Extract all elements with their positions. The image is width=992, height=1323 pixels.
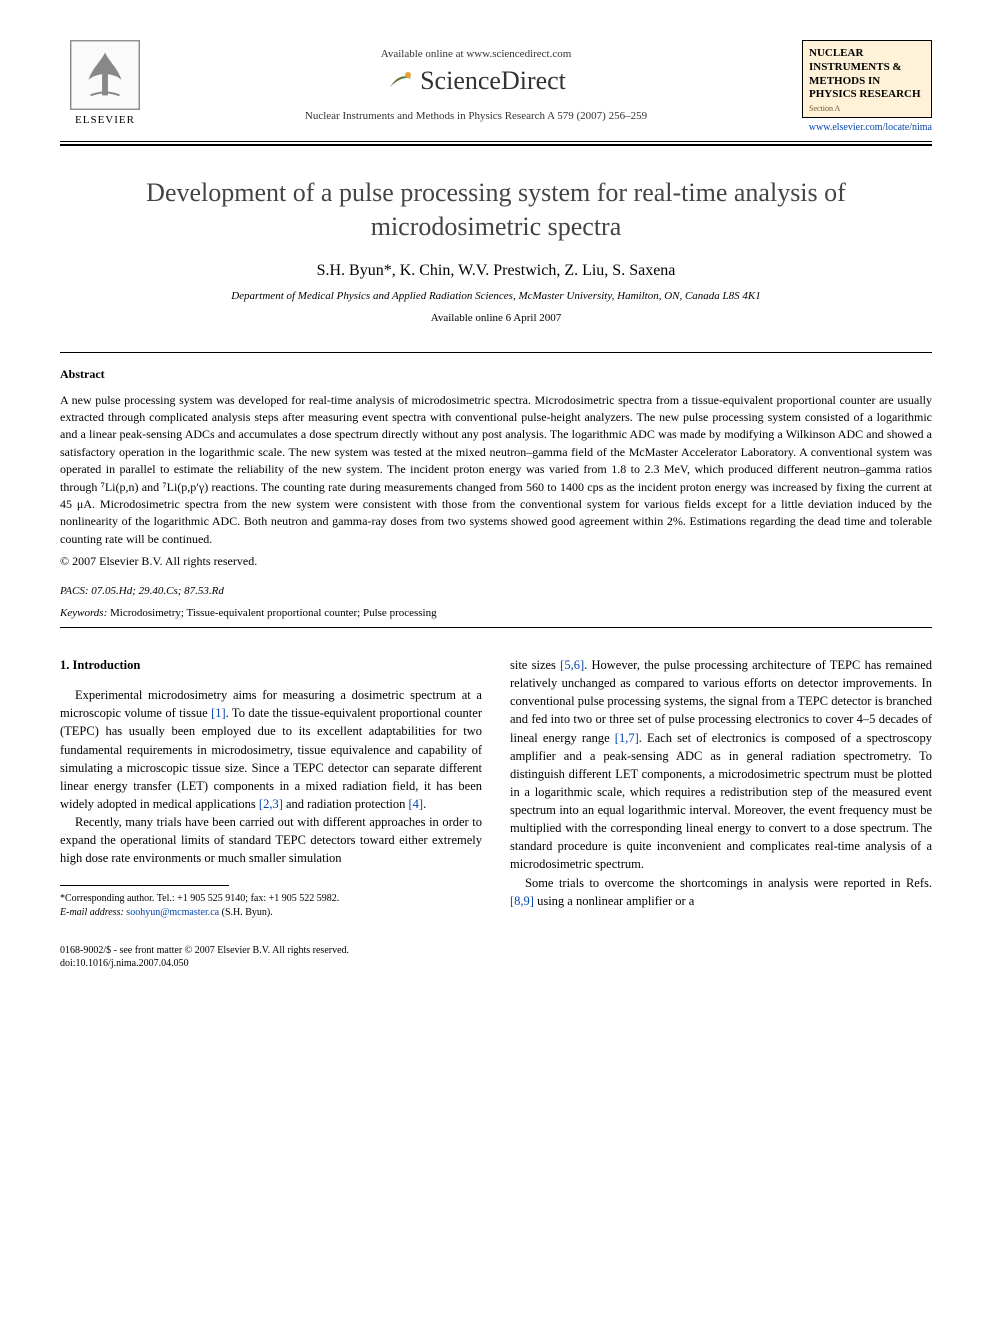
footnote-email-name: (S.H. Byun). xyxy=(222,907,273,918)
column-left: 1. Introduction Experimental microdosime… xyxy=(60,656,482,970)
journal-homepage-link[interactable]: www.elsevier.com/locate/nima xyxy=(802,122,932,133)
keywords-label: Keywords: xyxy=(60,607,107,619)
journal-box-title: NUCLEAR INSTRUMENTS & METHODS IN PHYSICS… xyxy=(809,47,925,102)
sciencedirect-logo: ScienceDirect xyxy=(386,66,566,96)
p1-text-c: and radiation protection xyxy=(283,797,409,811)
p1c-text-a: site sizes xyxy=(510,658,560,672)
ref-link-8-9[interactable]: [8,9] xyxy=(510,894,534,908)
footnote-email-address[interactable]: soohyun@mcmaster.ca xyxy=(126,907,219,918)
elsevier-tree-icon xyxy=(70,40,140,110)
abstract-heading: Abstract xyxy=(60,367,932,382)
footnote-corr: *Corresponding author. Tel.: +1 905 525 … xyxy=(60,892,482,906)
publisher-header: ELSEVIER Available online at www.science… xyxy=(60,40,932,133)
abstract-body: A new pulse processing system was develo… xyxy=(60,392,932,549)
ref-link-4[interactable]: [4] xyxy=(409,797,424,811)
column-right: site sizes [5,6]. However, the pulse pro… xyxy=(510,656,932,970)
p1-text-d: . xyxy=(423,797,426,811)
header-rule-thin xyxy=(60,141,932,142)
p1-text-b: . To date the tissue-equivalent proporti… xyxy=(60,706,482,811)
authors-list: S.H. Byun*, K. Chin, W.V. Prestwich, Z. … xyxy=(60,262,932,280)
ref-link-5-6[interactable]: [5,6] xyxy=(560,658,584,672)
journal-cover-box: NUCLEAR INSTRUMENTS & METHODS IN PHYSICS… xyxy=(802,40,932,118)
keywords-text: Microdosimetry; Tissue-equivalent propor… xyxy=(110,607,437,619)
footer-front-matter: 0168-9002/$ - see front matter © 2007 El… xyxy=(60,944,482,957)
pacs-codes: 07.05.Hd; 29.40.Cs; 87.53.Rd xyxy=(91,585,224,597)
article-title: Development of a pulse processing system… xyxy=(140,176,852,244)
center-header: Available online at www.sciencedirect.co… xyxy=(150,40,802,122)
footer-block: 0168-9002/$ - see front matter © 2007 El… xyxy=(60,944,482,970)
intro-paragraph-1-cont: site sizes [5,6]. However, the pulse pro… xyxy=(510,656,932,874)
footer-doi: doi:10.1016/j.nima.2007.04.050 xyxy=(60,957,482,970)
intro-paragraph-2: Recently, many trials have been carried … xyxy=(60,813,482,867)
ref-link-2-3[interactable]: [2,3] xyxy=(259,797,283,811)
abstract-top-rule xyxy=(60,352,932,353)
available-online-date: Available online 6 April 2007 xyxy=(60,312,932,324)
journal-box-wrapper: NUCLEAR INSTRUMENTS & METHODS IN PHYSICS… xyxy=(802,40,932,133)
abstract-copyright: © 2007 Elsevier B.V. All rights reserved… xyxy=(60,554,932,569)
intro-paragraph-3: Some trials to overcome the shortcomings… xyxy=(510,874,932,910)
elsevier-label: ELSEVIER xyxy=(75,114,135,126)
body-columns: 1. Introduction Experimental microdosime… xyxy=(60,656,932,970)
p3-text-b: using a nonlinear amplifier or a xyxy=(534,894,694,908)
keywords-line: Keywords: Microdosimetry; Tissue-equival… xyxy=(60,607,932,619)
footnote-separator xyxy=(60,885,229,886)
sciencedirect-swoosh-icon xyxy=(386,67,414,95)
footnote-email-label: E-mail address: xyxy=(60,907,124,918)
corresponding-author-footnote: *Corresponding author. Tel.: +1 905 525 … xyxy=(60,892,482,920)
pacs-line: PACS: 07.05.Hd; 29.40.Cs; 87.53.Rd xyxy=(60,585,932,597)
available-online-text: Available online at www.sciencedirect.co… xyxy=(381,48,572,60)
ref-link-1-7[interactable]: [1,7] xyxy=(615,731,639,745)
p1c-text-c: . Each set of electronics is composed of… xyxy=(510,731,932,872)
abstract-bottom-rule xyxy=(60,627,932,628)
intro-paragraph-1: Experimental microdosimetry aims for mea… xyxy=(60,686,482,813)
affiliation: Department of Medical Physics and Applie… xyxy=(60,290,932,302)
section-1-heading: 1. Introduction xyxy=(60,656,482,674)
header-rule-thick xyxy=(60,144,932,146)
journal-reference: Nuclear Instruments and Methods in Physi… xyxy=(305,110,647,122)
pacs-label: PACS: xyxy=(60,585,89,597)
elsevier-logo-block: ELSEVIER xyxy=(60,40,150,126)
journal-box-section: Section A xyxy=(809,104,925,113)
p3-text-a: Some trials to overcome the shortcomings… xyxy=(525,876,932,890)
footnote-email-line: E-mail address: soohyun@mcmaster.ca (S.H… xyxy=(60,906,482,920)
ref-link-1[interactable]: [1] xyxy=(211,706,226,720)
sciencedirect-text: ScienceDirect xyxy=(420,66,566,96)
